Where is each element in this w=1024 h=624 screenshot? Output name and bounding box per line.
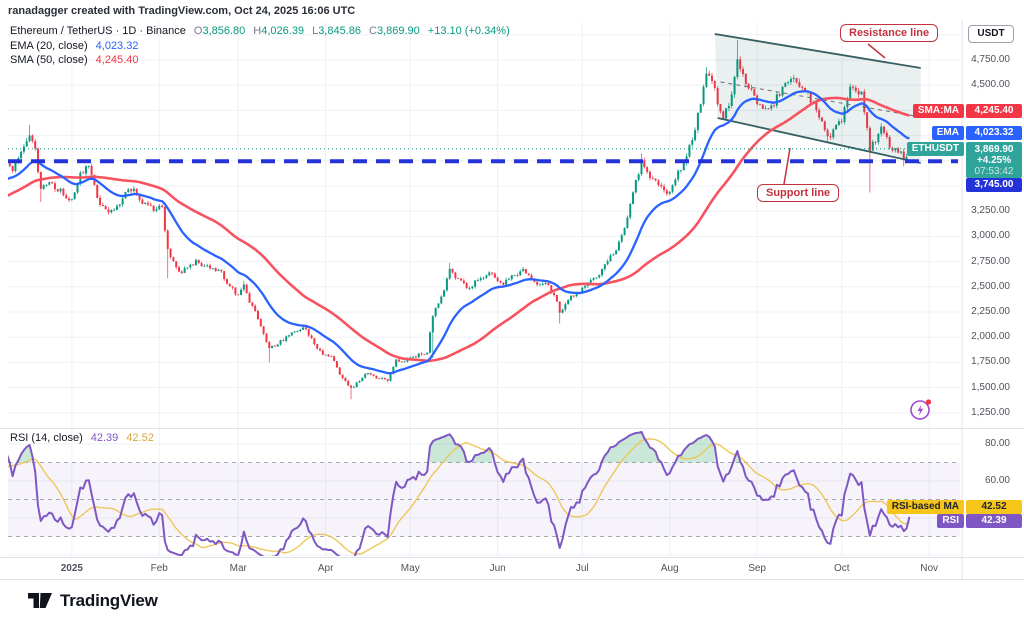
rsi-ma-value: 42.52 (126, 432, 154, 444)
rsi-value: 42.39 (90, 432, 119, 444)
ohlc-low: L3,845.86 (312, 25, 362, 37)
sma-value: 4,245.40 (95, 54, 139, 66)
time-tick-label: 2025 (60, 563, 83, 574)
watermark: ranadagger created with TradingView.com,… (8, 5, 356, 17)
sma-label: SMA (50, close) (10, 54, 88, 66)
time-tick-label: Nov (920, 563, 939, 574)
ema-legend-row[interactable]: EMA (20, close) 4,023.32 (10, 40, 138, 52)
time-tick-label: May (400, 563, 420, 574)
last-price-change: +4.25% (976, 154, 1012, 166)
time-tick-label: Mar (229, 563, 247, 574)
last-price: 3,869.90 (974, 143, 1014, 155)
time-tick-label: Apr (317, 563, 334, 574)
price-tick-label: 1,250.00 (971, 406, 1010, 418)
time-tick-label: Oct (833, 563, 850, 574)
rsi-label: RSI (14, close) (10, 432, 83, 444)
resistance-line-callout[interactable]: Resistance line (840, 24, 939, 42)
notification-dot (925, 399, 932, 405)
rsi-legend-row[interactable]: RSI (14, close) 42.39 42.52 (10, 432, 154, 444)
support-line-callout[interactable]: Support line (757, 184, 840, 202)
price-tick-label: 2,500.00 (971, 280, 1010, 292)
price-tick-label: 4,500.00 (971, 79, 1010, 91)
bar-countdown: 07:53:42 (974, 165, 1014, 177)
rsi-value-badge: RSI 42.39 (937, 514, 1022, 529)
price-change: +13.10 (+0.34%) (427, 25, 510, 37)
time-tick-label: Jun (489, 563, 506, 574)
ema-price-badge: EMA 4,023.32 (931, 126, 1022, 141)
price-tick-label: 4,750.00 (971, 54, 1010, 65)
rsi-tick-label: 80.00 (984, 438, 1010, 449)
lightning-bolt-icon (917, 404, 924, 416)
price-tick-label: 3,000.00 (971, 230, 1010, 242)
currency-toggle[interactable]: USDT (968, 25, 1014, 43)
price-tick-label: 1,500.00 (971, 381, 1010, 393)
price-tick-label: 2,250.00 (971, 306, 1010, 317)
tradingview-logo-text: TradingView (60, 590, 158, 610)
price-tick-label: 3,250.00 (971, 205, 1010, 217)
ema-value: 4,023.32 (95, 40, 139, 52)
sma-price-badge: SMA:MA 4,245.40 (912, 103, 1022, 118)
ohlc-open: O3,856.80 (193, 25, 246, 37)
tradingview-logo[interactable]: TradingView (28, 590, 158, 611)
sma-legend-row[interactable]: SMA (50, close) 4,245.40 (10, 54, 138, 66)
symbol-legend-row[interactable]: Ethereum / TetherUS · 1D · Binance O3,85… (10, 25, 510, 37)
rsi-ma-badge: RSI-based MA 42.52 (886, 499, 1022, 514)
price-tick-label: 2,000.00 (971, 331, 1010, 343)
time-tick-label: Jul (575, 563, 589, 574)
time-tick-label: Feb (150, 563, 168, 574)
price-tick-label: 2,750.00 (971, 255, 1010, 267)
support-level-badge: 3,745.00 (966, 177, 1022, 192)
time-tick-label: Aug (660, 563, 679, 574)
symbol-title: Ethereum / TetherUS · 1D · Binance (10, 25, 186, 37)
ohlc-close: C3,869.90 (369, 25, 420, 37)
time-tick-label: Sep (748, 563, 766, 574)
ema-label: EMA (20, close) (10, 40, 88, 52)
last-price-badge: ETHUSDT 3,869.90 +4.25% 07:53:42 (906, 141, 1022, 178)
rsi-tick-label: 60.00 (984, 475, 1010, 486)
flash-events-icon[interactable] (908, 396, 934, 422)
ohlc-high: H4,026.39 (253, 25, 305, 37)
tradingview-logo-icon (28, 593, 52, 608)
price-tick-label: 1,750.00 (971, 356, 1010, 368)
